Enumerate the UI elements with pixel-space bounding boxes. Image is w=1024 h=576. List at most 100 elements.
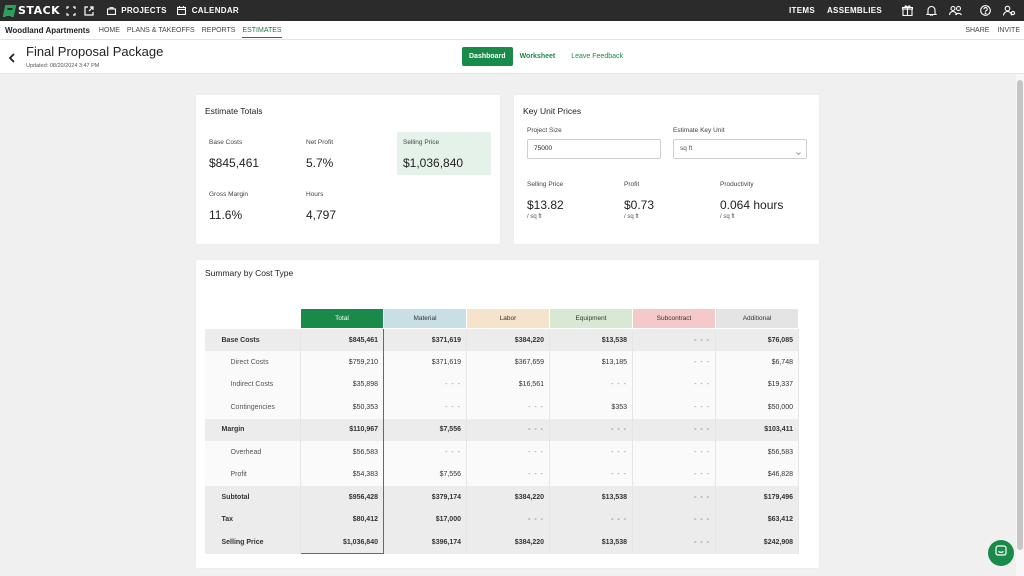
row-label: Selling Price [204,531,301,554]
table-cell: - - - [632,531,716,554]
chevron-down-icon [796,146,801,156]
gross-margin-label: Gross Margin [209,191,249,198]
page-title: Final Proposal Package [26,44,164,59]
table-cell: $379,174 [383,486,467,509]
table-cell: - - - [383,373,467,396]
table-cell: - - - [632,373,716,396]
table-cell: - - - [549,463,633,486]
key-unit-prices-title: Key Unit Prices [523,106,582,116]
gross-margin-value: 11.6% [209,208,243,222]
table-cell: $63,412 [715,508,799,531]
table-cell: - - - [632,441,716,464]
unit-profit-value: $0.73 [624,198,655,212]
estimate-totals-title: Estimate Totals [205,106,263,116]
table-cell: - - - [632,351,716,374]
expand-icon[interactable] [64,4,78,18]
stack-logo[interactable]: STACK [2,4,61,17]
table-cell: - - - [632,508,716,531]
table-cell: - - - [466,418,550,441]
table-cell: $845,461 [300,328,384,351]
selling-price-highlight [397,132,491,175]
col-header-total[interactable]: Total [300,308,384,329]
table-cell: - - - [466,463,550,486]
net-profit-label: Net Profit [306,139,334,146]
team-icon[interactable] [948,4,962,18]
table-cell: $13,538 [549,531,633,554]
summary-table-body: Base Costs $845,461 $371,619 $384,220 $13,53… [204,328,799,554]
table-cell: - - - [632,418,716,441]
key-unit-select[interactable]: sq ft [673,139,807,159]
base-costs-label: Base Costs [209,139,243,146]
table-cell: - - - [466,441,550,464]
page-header: Final Proposal Package Updated: 08/20/20… [0,40,1024,74]
row-label: Base Costs [204,328,301,351]
col-header-subcontract[interactable]: Subcontract [632,308,716,329]
back-arrow-icon[interactable] [6,51,18,63]
tab-worksheet[interactable]: Worksheet [519,53,556,60]
logo-text: STACK [18,4,61,17]
table-cell: $179,496 [715,486,799,509]
col-header-equipment[interactable]: Equipment [549,308,633,329]
table-cell: $242,908 [715,531,799,554]
page-scrollbar[interactable] [1016,74,1024,576]
chat-button[interactable] [988,540,1014,566]
table-cell: $1,036,840 [300,531,384,554]
table-cell: - - - [549,508,633,531]
table-cell: $367,659 [466,351,550,374]
gift-icon[interactable] [900,4,914,18]
projects-label: PROJECTS [121,6,167,15]
stack-logo-icon [2,4,17,17]
table-cell: - - - [632,463,716,486]
calendar-link[interactable]: CALENDAR [175,4,239,18]
bell-icon[interactable] [924,4,938,18]
col-header-labor[interactable]: Labor [466,308,550,329]
table-cell: $13,185 [549,351,633,374]
leave-feedback-link[interactable]: Leave Feedback [571,53,623,60]
table-cell: $56,583 [300,441,384,464]
table-row: Base Costs $845,461 $371,619 $384,220 $13,53… [204,328,799,351]
table-cell: - - - [383,396,467,419]
table-cell: - - - [466,396,550,419]
projects-link[interactable]: PROJECTS [104,4,167,18]
table-cell: $7,556 [383,418,467,441]
table-cell: $50,000 [715,396,799,419]
estimate-totals-card: Estimate Totals Base Costs $845,461 Net … [196,95,500,244]
external-link-icon[interactable] [82,4,96,18]
table-cell: $956,428 [300,486,384,509]
col-header-material[interactable]: Material [383,308,467,329]
table-cell: $353 [549,396,633,419]
base-costs-value: $845,461 [209,156,260,170]
table-cell: - - - [632,328,716,351]
table-cell: $759,210 [300,351,384,374]
nav-reports[interactable]: REPORTS [201,26,236,34]
table-cell: $16,561 [466,373,550,396]
nav-estimates[interactable]: ESTIMATES [242,22,282,39]
user-settings-icon[interactable] [1002,4,1016,18]
table-row: Margin $110,967 $7,556- - -- - -- - - $103,… [204,418,799,441]
items-link[interactable]: ITEMS [789,6,815,15]
table-row: Profit $54,383 $7,556- - -- - -- - - $46,82… [204,463,799,486]
share-button[interactable]: SHARE [965,27,990,34]
table-row: Subtotal $956,428 $379,174 $384,220 $13,538-… [204,486,799,509]
nav-home[interactable]: HOME [98,26,120,34]
assemblies-link[interactable]: ASSEMBLIES [826,6,882,15]
calendar-icon [175,4,189,18]
table-cell: $46,828 [715,463,799,486]
project-name[interactable]: Woodland Apartments [5,25,90,35]
summary-title: Summary by Cost Type [205,268,294,278]
scrollbar-thumb[interactable] [1017,80,1023,550]
tab-dashboard[interactable]: Dashboard [462,47,513,66]
selling-price-value: $1,036,840 [403,156,464,170]
row-label: Margin [204,418,301,441]
help-icon[interactable] [978,4,992,18]
chat-icon [995,544,1007,562]
productivity-label: Productivity [720,181,754,188]
calendar-label: CALENDAR [191,6,240,15]
table-cell: - - - [632,486,716,509]
project-size-input[interactable]: 75000 [527,139,661,159]
invite-button[interactable]: INVITE [997,27,1020,34]
table-cell: $35,898 [300,373,384,396]
nav-plans-takeoffs[interactable]: PLANS & TAKEOFFS [126,26,195,34]
col-header-additional[interactable]: Additional [715,308,799,329]
unit-selling-price-label: Selling Price [527,181,564,188]
